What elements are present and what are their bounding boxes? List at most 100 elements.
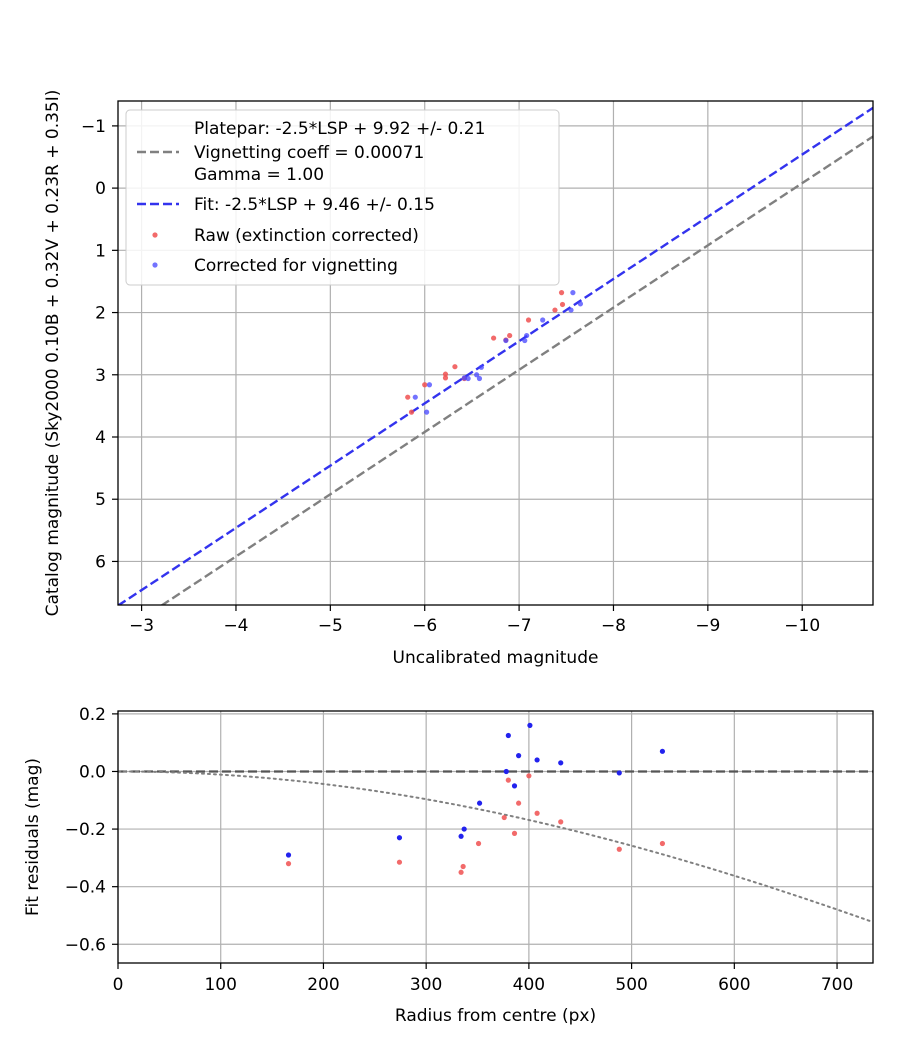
- top-x-tick-label: −4: [223, 616, 248, 636]
- bottom-scatter-points: [285, 722, 666, 875]
- corrected-point: [412, 394, 418, 400]
- top-x-tick-label: −6: [412, 616, 437, 636]
- top-y-axis-label: Catalog magnitude (Sky2000 0.10B + 0.32V…: [43, 90, 63, 617]
- corrected-residual-point: [461, 826, 467, 832]
- corrected-point: [465, 375, 471, 382]
- bottom-y-tick-label: −0.2: [65, 820, 106, 840]
- corrected-point: [474, 372, 480, 378]
- bottom-x-tick-label: 600: [718, 975, 750, 995]
- corrected-residual-point: [534, 757, 540, 763]
- raw-point: [442, 371, 449, 377]
- raw-residual-point: [558, 819, 564, 825]
- raw-point: [552, 307, 558, 313]
- raw-residual-point: [534, 810, 540, 816]
- top-x-axis-label: Uncalibrated magnitude: [393, 648, 599, 668]
- bottom-x-tick-label: 200: [307, 975, 339, 995]
- bottom-y-tick-label: −0.4: [65, 878, 106, 898]
- top-y-tick-label: 3: [95, 366, 106, 386]
- bottom-y-tick-label: 0.2: [79, 705, 106, 725]
- raw-point: [452, 364, 458, 370]
- legend-vignetting-label: Vignetting coeff = 0.00071: [194, 143, 424, 163]
- raw-point: [422, 382, 428, 388]
- raw-point: [558, 290, 565, 296]
- legend-corrected-marker: [152, 262, 158, 268]
- corrected-point: [568, 307, 574, 313]
- top-y-tick-label: −1: [81, 117, 106, 137]
- raw-point: [525, 317, 532, 323]
- legend-raw-label: Raw (extinction corrected): [194, 226, 419, 246]
- raw-point: [442, 375, 449, 381]
- raw-residual-point: [396, 859, 403, 865]
- top-scatter-points: [405, 290, 584, 415]
- corrected-residual-point: [503, 768, 509, 775]
- top-y-tick-label: 1: [95, 241, 106, 261]
- bottom-y-axis-label: Fit residuals (mag): [23, 758, 43, 916]
- bottom-y-tick-label: −0.6: [65, 935, 106, 955]
- corrected-point: [424, 409, 430, 415]
- legend-corrected-label: Corrected for vignetting: [194, 256, 398, 276]
- corrected-point: [570, 290, 576, 296]
- top-legend: Platepar: -2.5*LSP + 9.92 +/- 0.21 Vigne…: [125, 109, 560, 286]
- raw-residual-point: [460, 863, 466, 870]
- bottom-x-tick-label: 0: [113, 975, 124, 995]
- corrected-point: [540, 317, 546, 323]
- raw-point: [408, 409, 415, 415]
- legend-gamma-label: Gamma = 1.00: [194, 165, 324, 185]
- corrected-residual-point: [458, 833, 464, 839]
- bottom-plot-frame: [117, 710, 874, 964]
- corrected-point: [478, 364, 484, 370]
- corrected-residual-point: [527, 722, 533, 729]
- bottom-x-axis-label: Radius from centre (px): [395, 1006, 596, 1026]
- raw-residual-point: [505, 777, 511, 783]
- raw-residual-point: [659, 840, 666, 847]
- corrected-point: [426, 382, 433, 388]
- corrected-residual-point: [511, 783, 518, 789]
- raw-point: [559, 301, 566, 308]
- legend-raw-marker: [152, 232, 158, 238]
- top-plot-frame: [117, 100, 874, 606]
- corrected-residual-point: [558, 760, 564, 766]
- top-y-tick-label: 6: [95, 552, 106, 572]
- top-x-tick-label: −8: [601, 616, 626, 636]
- raw-residual-point: [475, 840, 482, 847]
- corrected-residual-point: [616, 770, 622, 776]
- top-fit-lines: [118, 106, 873, 605]
- corrected-residual-point: [285, 852, 292, 858]
- top-x-tick-label: −5: [318, 616, 343, 636]
- bottom-ticks: 0 100 200 300 400 500 600 700 0.2 0.0 −0.2 −0.4 −0.6: [65, 705, 854, 995]
- corrected-residual-point: [505, 732, 511, 739]
- top-x-tick-label: −7: [507, 616, 532, 636]
- top-x-tick-label: −3: [129, 616, 154, 636]
- corrected-point: [524, 332, 530, 339]
- raw-residual-point: [526, 773, 532, 779]
- corrected-residual-point: [659, 748, 666, 754]
- bottom-x-tick-label: 300: [410, 975, 442, 995]
- raw-residual-point: [511, 830, 518, 837]
- raw-point: [507, 332, 513, 339]
- raw-point: [491, 335, 497, 341]
- residuals-chart: 0 100 200 300 400 500 600 700 0.2 0.0 −0.2 −0.4 −0.6…: [23, 705, 874, 1026]
- bottom-y-tick-label: 0.0: [79, 762, 106, 782]
- raw-residual-point: [458, 869, 464, 875]
- corrected-point: [476, 375, 483, 382]
- corrected-residual-point: [516, 753, 522, 759]
- top-y-tick-label: 2: [95, 304, 106, 324]
- raw-residual-point: [516, 800, 522, 806]
- raw-residual-point: [285, 861, 292, 867]
- corrected-residual-point: [396, 835, 403, 841]
- bottom-reference-lines: [118, 770, 873, 924]
- top-y-tick-label: 0: [95, 179, 106, 199]
- corrected-point: [522, 337, 528, 344]
- raw-point: [405, 394, 411, 400]
- top-y-tick-label: 4: [95, 428, 106, 448]
- platepar-line: [160, 135, 873, 605]
- corrected-residual-point: [476, 800, 483, 806]
- raw-residual-point: [616, 846, 622, 852]
- bottom-x-tick-label: 400: [513, 975, 545, 995]
- vignetting-curve: [118, 770, 873, 924]
- top-y-tick-label: 5: [95, 490, 106, 510]
- bottom-x-tick-label: 100: [204, 975, 236, 995]
